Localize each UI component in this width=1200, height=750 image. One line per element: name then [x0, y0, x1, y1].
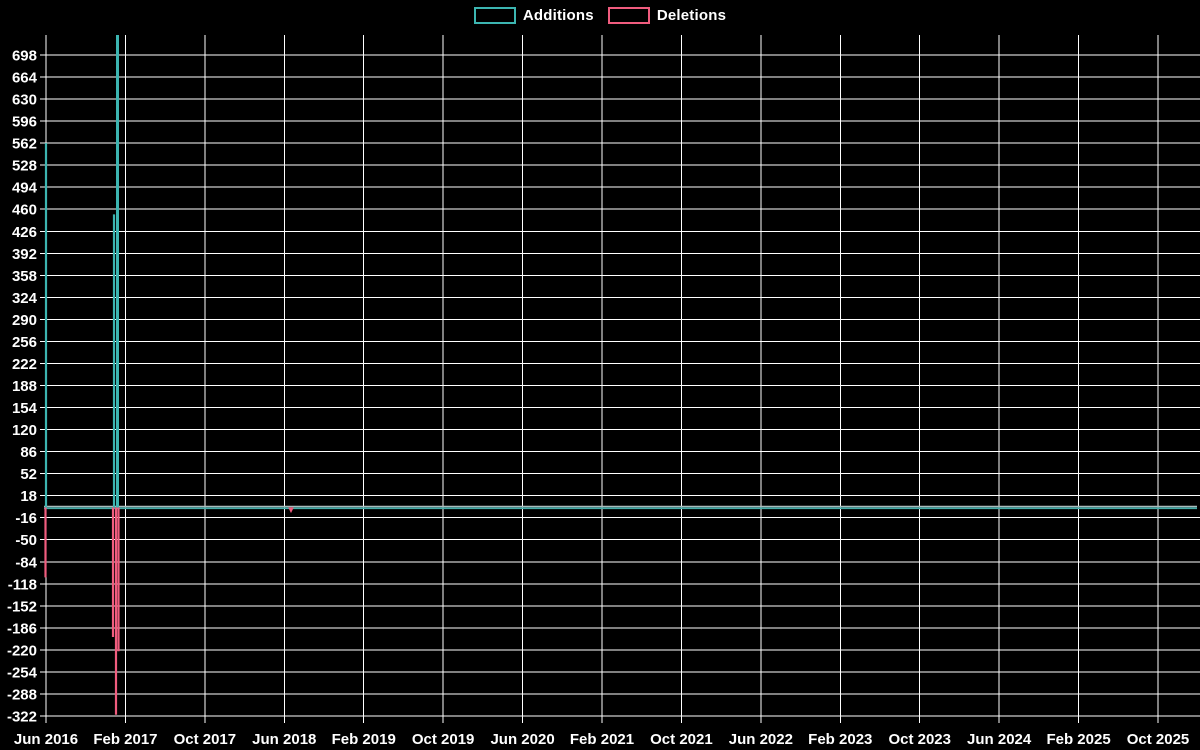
x-tick-label: Feb 2023 [808, 731, 872, 748]
zero-baseline [44, 505, 1197, 510]
deletions-swatch-icon [607, 7, 650, 24]
x-tick-label: Feb 2021 [570, 731, 634, 748]
series-additions [44, 35, 119, 508]
x-tick-label: Feb 2017 [93, 731, 157, 748]
y-tick-label: 120 [12, 422, 37, 439]
y-tick-label: 664 [12, 70, 38, 87]
y-tick-label: 18 [20, 488, 37, 505]
y-tick-label: -118 [8, 576, 37, 593]
legend-item-additions[interactable]: Additions [473, 7, 594, 24]
y-tick-label: 188 [12, 378, 37, 395]
x-tick-label: Oct 2021 [650, 731, 713, 748]
x-tick-label: Jun 2016 [14, 731, 78, 748]
y-tick-label: -152 [7, 598, 37, 615]
y-tick-label: -322 [7, 709, 37, 726]
y-grid: 698 664 630 596 562 528 494 460 426 392 358 324 290 2… [7, 48, 1200, 726]
chart-legend: Additions Deletions [0, 7, 1200, 24]
y-tick-label: 528 [12, 158, 37, 175]
y-tick-label: 358 [12, 268, 37, 285]
y-tick-label: 52 [20, 466, 37, 483]
additions-swatch-icon [473, 7, 516, 24]
y-tick-label: 86 [20, 444, 37, 461]
y-tick-label: 630 [12, 92, 37, 109]
y-tick-label: 494 [12, 180, 38, 197]
legend-label-deletions: Deletions [656, 7, 727, 24]
x-tick-label: Feb 2025 [1046, 731, 1110, 748]
y-tick-label: -220 [7, 642, 37, 659]
data-spike [288, 507, 294, 514]
y-tick-label: 426 [12, 224, 37, 241]
x-tick-label: Oct 2019 [412, 731, 475, 748]
y-tick-label: 698 [12, 48, 37, 65]
x-grid: Jun 2016 Feb 2017 Oct 2017 Jun 2018 Feb 2019… [14, 35, 1189, 748]
y-tick-label: 256 [12, 334, 37, 351]
y-tick-label: 596 [12, 114, 37, 131]
y-tick-label: 460 [12, 202, 37, 219]
y-tick-label: 392 [12, 246, 37, 263]
series-deletions [44, 507, 294, 715]
y-tick-label: -84 [15, 554, 37, 571]
y-tick-label: 562 [12, 136, 37, 153]
x-tick-label: Oct 2017 [174, 731, 237, 748]
x-tick-label: Feb 2019 [332, 731, 396, 748]
x-tick-label: Jun 2022 [729, 731, 793, 748]
y-tick-label: -288 [7, 686, 37, 703]
y-tick-label: -16 [15, 510, 37, 527]
y-tick-label: 290 [12, 312, 37, 329]
y-tick-label: 154 [12, 400, 38, 417]
y-tick-label: 222 [12, 356, 37, 373]
y-tick-label: -254 [7, 664, 38, 681]
x-tick-label: Oct 2023 [888, 731, 951, 748]
x-tick-label: Jun 2018 [252, 731, 316, 748]
legend-item-deletions[interactable]: Deletions [607, 7, 727, 24]
y-tick-label: 324 [12, 290, 38, 307]
y-tick-label: -186 [7, 620, 37, 637]
x-tick-label: Jun 2024 [967, 731, 1032, 748]
legend-label-additions: Additions [522, 7, 594, 24]
x-tick-label: Oct 2025 [1127, 731, 1190, 748]
y-tick-label: -50 [15, 532, 37, 549]
x-tick-label: Jun 2020 [490, 731, 554, 748]
